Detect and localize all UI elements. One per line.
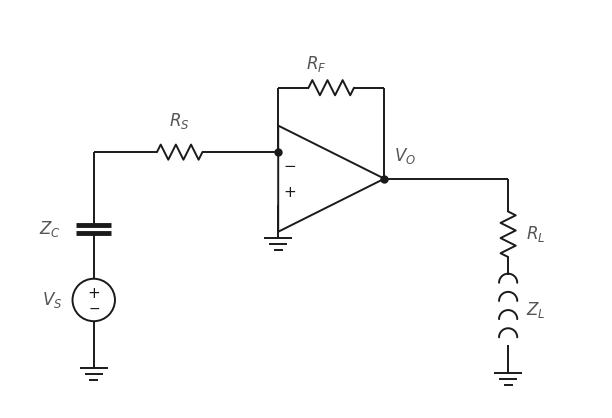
Text: +: + — [88, 286, 100, 301]
Text: $-$: $-$ — [283, 157, 296, 172]
Text: $V_S$: $V_S$ — [42, 290, 62, 310]
Text: $R_F$: $R_F$ — [306, 54, 326, 74]
Text: $R_L$: $R_L$ — [526, 224, 545, 244]
Text: $Z_L$: $Z_L$ — [526, 300, 545, 320]
Text: $-$: $-$ — [88, 301, 100, 315]
Text: $+$: $+$ — [283, 185, 296, 200]
Text: $V_O$: $V_O$ — [395, 146, 417, 166]
Text: $Z_C$: $Z_C$ — [39, 219, 61, 239]
Text: $R_S$: $R_S$ — [170, 111, 190, 131]
